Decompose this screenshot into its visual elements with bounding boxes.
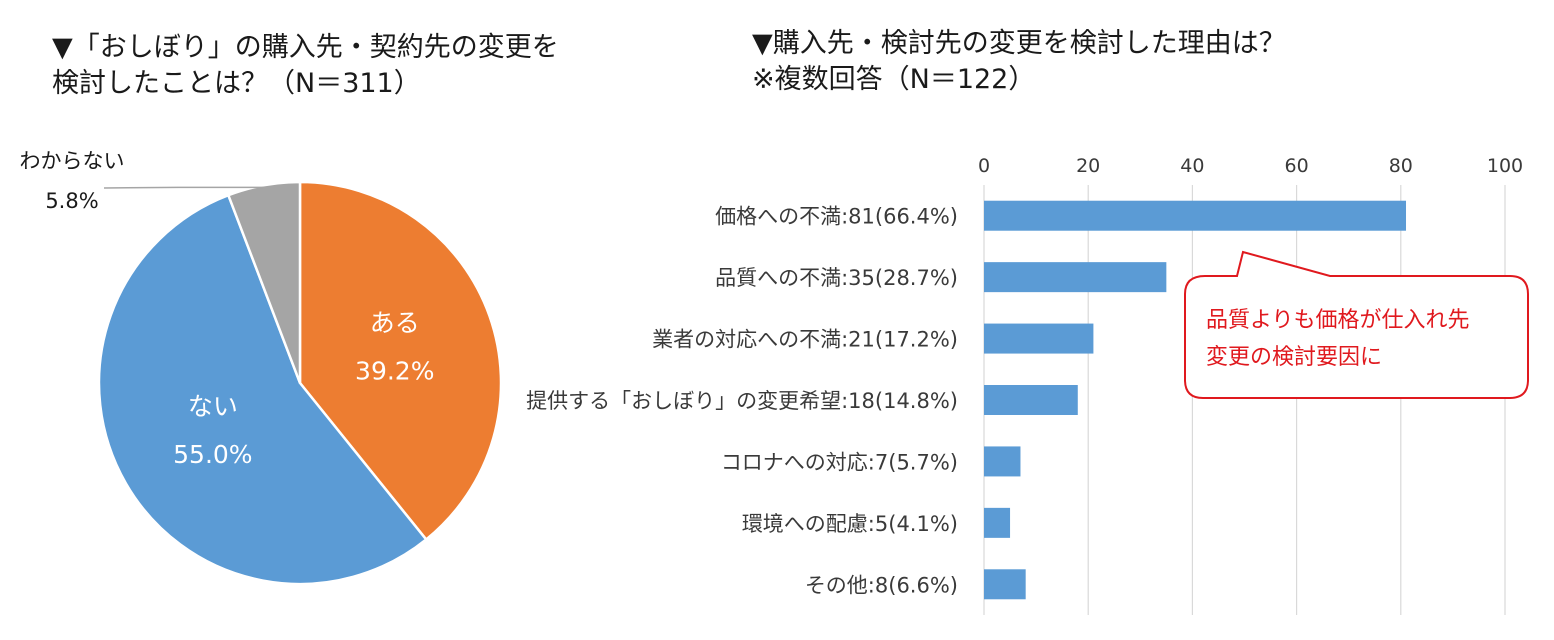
bar-4 <box>984 446 1021 477</box>
left-chart-title: ▼「おしぼり」の購入先・契約先の変更を 検討したことは？（N＝311） <box>52 30 559 102</box>
pie-value-label-0: 39.2% <box>355 357 434 386</box>
category-label-4: コロナへの対応:7(5.7%) <box>721 450 958 474</box>
category-label-5: 環境への配慮:5(4.1%) <box>742 512 958 536</box>
category-label-2: 業者の対応への不満:21(17.2%) <box>652 328 958 352</box>
x-tick-label-3: 60 <box>1285 155 1309 177</box>
x-tick-label-1: 20 <box>1076 155 1100 177</box>
callout-line2: 変更の検討要因に <box>1206 345 1382 370</box>
right-title-line1: ▼購入先・検討先の変更を検討した理由は？ <box>752 28 1286 59</box>
category-label-3: 提供する「おしぼり」の変更希望:18(14.8%) <box>526 389 958 413</box>
category-label-0: 価格への不満:81(66.4%) <box>715 205 958 229</box>
pie-slice-0 <box>298 180 503 542</box>
pie-slice-2 <box>226 180 302 384</box>
callout-shape <box>1184 250 1529 399</box>
bar-6 <box>984 569 1026 600</box>
bar-3 <box>984 385 1078 415</box>
bar-0 <box>984 200 1407 231</box>
pie-leader-line <box>103 186 264 189</box>
pie-slice-1 <box>97 193 428 586</box>
x-tick-label-5: 100 <box>1487 155 1523 177</box>
pie-value-label-2: 5.8% <box>45 189 98 213</box>
x-tick-label-0: 0 <box>978 155 990 177</box>
left-title-line1: ▼「おしぼり」の購入先・契約先の変更を <box>52 32 559 63</box>
right-chart-title: ▼購入先・検討先の変更を検討した理由は？ ※複数回答（N＝122） <box>752 26 1286 98</box>
pie-category-label-1: ない <box>188 392 238 421</box>
x-tick-label-2: 40 <box>1180 155 1204 177</box>
bar-1 <box>984 262 1167 293</box>
pie-value-label-1: 55.0% <box>173 440 252 469</box>
bar-2 <box>984 323 1094 354</box>
pie-chart: ある 39.2% ない 55.0% わからない 5.8% <box>20 149 503 586</box>
right-title-line2: ※複数回答（N＝122） <box>752 64 1036 95</box>
bar-5 <box>984 507 1011 538</box>
pie-category-label-0: ある <box>370 309 420 338</box>
x-tick-label-4: 80 <box>1389 155 1413 177</box>
pie-category-label-2: わからない <box>20 149 125 173</box>
left-title-line2: 検討したことは？（N＝311） <box>52 68 421 99</box>
callout-line1: 品質よりも価格が仕入れ先 <box>1206 308 1470 333</box>
category-label-1: 品質への不満:35(28.7%) <box>715 266 958 290</box>
category-label-6: その他:8(6.6%) <box>805 573 958 597</box>
